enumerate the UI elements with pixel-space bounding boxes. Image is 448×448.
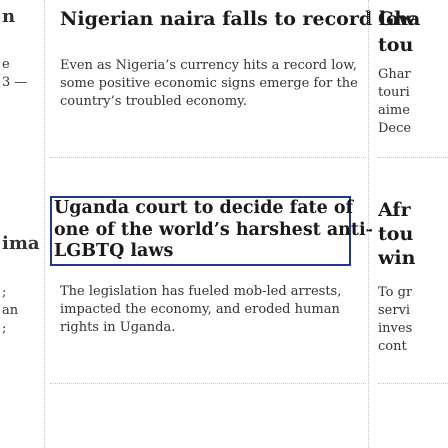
- summary-line: servi: [378, 303, 411, 318]
- summary-line: aime: [378, 103, 410, 118]
- story-summary-naira: Even as Nigeria’s currency hits a record…: [60, 57, 358, 111]
- summary-line: Dece: [378, 121, 412, 136]
- headline-line: tou: [378, 223, 414, 245]
- left-column-clipped: n e 3 — ima ; an ;: [0, 0, 40, 448]
- left-text-fragment: ;: [2, 321, 7, 336]
- story-summary-uganda: The legislation has fueled mob-led arres…: [60, 283, 341, 337]
- summary-line: touri: [378, 85, 410, 100]
- column-divider: [368, 0, 369, 448]
- headline-line: LGBTQ laws: [54, 241, 174, 261]
- summary-line: cont: [378, 339, 407, 354]
- headline-line: Gha: [378, 8, 421, 30]
- right-story-summary: To gr servi inves cont: [378, 284, 412, 356]
- headline-line: tou: [378, 34, 414, 56]
- main-column: Nigerian naira falls to record low Even …: [50, 0, 415, 448]
- summary-line: Ghar: [378, 67, 411, 82]
- left-text-fragment: e: [2, 57, 10, 72]
- left-text-fragment: ;: [2, 285, 7, 300]
- headline-line: Afr: [378, 199, 411, 221]
- story-headline-naira[interactable]: Nigerian naira falls to record low: [60, 8, 415, 30]
- left-headline-fragment[interactable]: n: [2, 6, 16, 27]
- right-story-headline[interactable]: Gha tou: [378, 6, 420, 58]
- summary-line: inves: [378, 321, 413, 336]
- left-headline-fragment[interactable]: ima: [2, 233, 40, 254]
- summary-line: some positive economic signs emerge for …: [60, 76, 358, 91]
- summary-line: To gr: [378, 285, 413, 300]
- summary-line: Even as Nigeria’s currency hits a record…: [60, 58, 357, 73]
- summary-line: rights in Uganda.: [60, 320, 176, 335]
- column-divider: [44, 0, 45, 448]
- headline-line: one of the world’s harshest anti-: [54, 219, 373, 240]
- story-divider: [50, 383, 366, 384]
- right-column-clipped: Gha tou Ghar touri aime Dece Afr tou win…: [378, 0, 448, 448]
- summary-line: impacted the economy, and eroded human: [60, 302, 340, 317]
- summary-line: country’s troubled economy.: [60, 94, 247, 109]
- story-headline-uganda[interactable]: Uganda court to decide fate of one of th…: [54, 198, 373, 263]
- story-divider: [378, 157, 448, 158]
- headline-line: Uganda court to decide fate of: [54, 198, 354, 218]
- summary-line: The legislation has fueled mob-led arres…: [60, 284, 342, 299]
- left-text-fragment: 3 —: [2, 75, 28, 90]
- right-story-headline[interactable]: Afr tou win: [378, 198, 415, 270]
- left-text-fragment: an: [2, 303, 19, 318]
- headline-line: win: [378, 247, 416, 269]
- right-story-summary: Ghar touri aime Dece: [378, 66, 411, 138]
- story-divider: [378, 383, 448, 384]
- story-divider: [50, 157, 366, 158]
